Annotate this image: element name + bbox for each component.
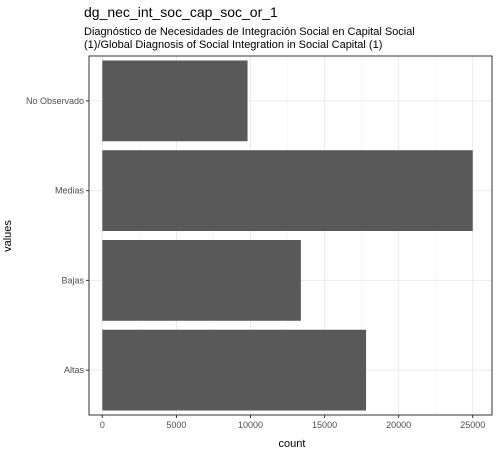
y-tick-label: Bajas (61, 275, 84, 285)
bar-altas (102, 329, 367, 411)
chart-subtitle-line-1: Diagnóstico de Necesidades de Integració… (84, 26, 415, 38)
bar-medias (102, 150, 473, 232)
x-tick-label: 0 (100, 420, 105, 430)
x-tick-label: 20000 (386, 420, 411, 430)
y-axis-title: values (2, 220, 14, 252)
chart-title: dg_nec_int_soc_cap_soc_or_1 (84, 4, 278, 20)
chart-subtitle-line-2: (1)/Global Diagnosis of Social Integrati… (84, 39, 382, 51)
panel-border (88, 55, 493, 416)
x-tick-label: 5000 (166, 420, 186, 430)
x-tick-label: 15000 (312, 420, 337, 430)
bar-bajas (102, 239, 301, 321)
y-tick-label: Medias (55, 186, 85, 196)
x-axis-title: count (279, 438, 306, 450)
y-tick-label: Altas (64, 365, 85, 375)
x-tick-label: 10000 (238, 420, 263, 430)
x-tick-label: 25000 (460, 420, 485, 430)
y-tick-label: No Observado (26, 96, 84, 106)
plot-area: Altas Bajas Medias No Observado 0 5000 10000 15… (26, 55, 493, 430)
bar-no-observado (102, 60, 248, 142)
